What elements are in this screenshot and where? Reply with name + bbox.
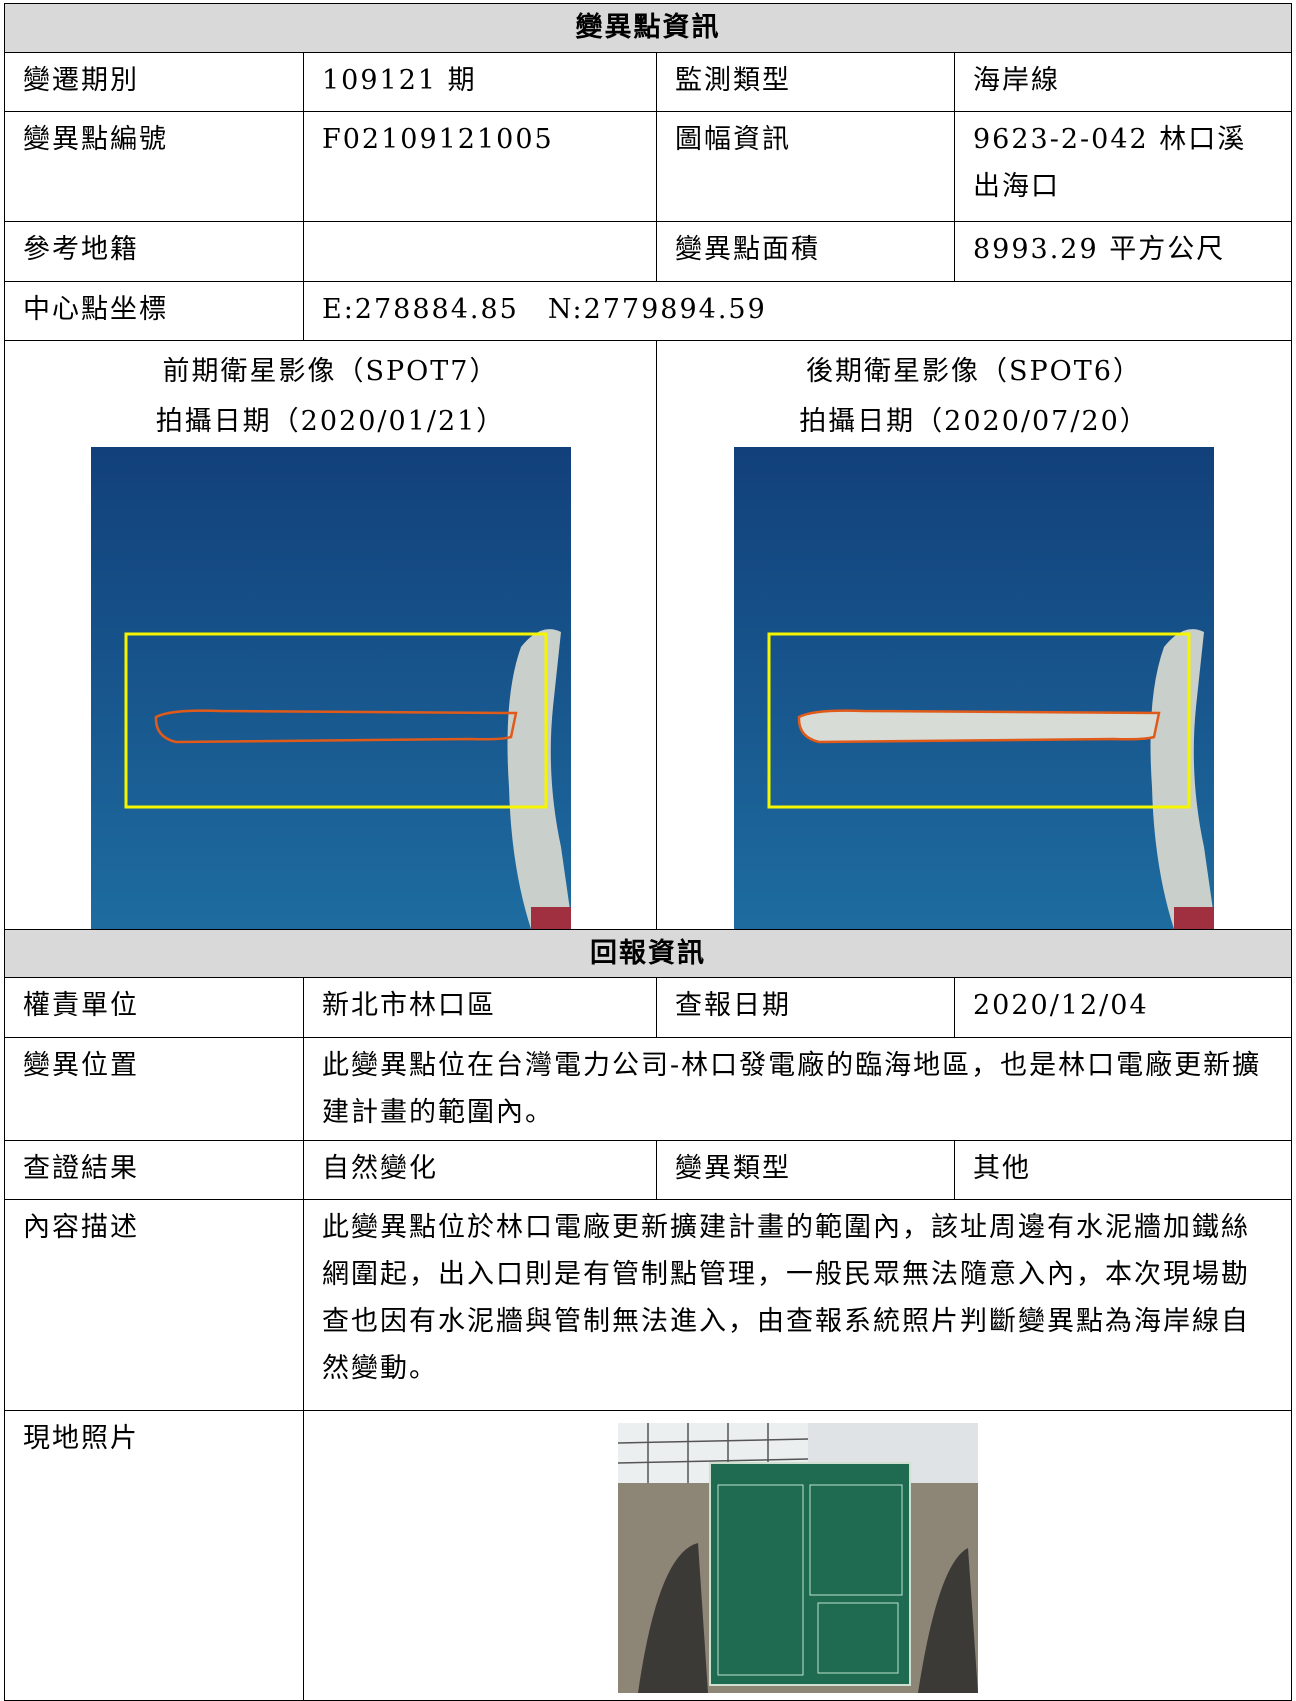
label: 查報日期	[656, 977, 955, 1038]
image-date: 拍攝日期（2020/01/21）	[155, 406, 506, 437]
label: 變異位置	[4, 1037, 304, 1141]
label: 參考地籍	[4, 221, 304, 282]
value: 海岸線	[954, 52, 1292, 112]
value: 自然變化	[303, 1140, 657, 1200]
label: 變異點編號	[4, 111, 304, 222]
value: 8993.29 平方公尺	[954, 221, 1292, 282]
report-table: 變異點資訊 變遷期別 109121 期 監測類型 海岸線 變異點編號 F0210…	[4, 3, 1292, 1701]
label: 權責單位	[4, 977, 304, 1038]
value: 此變異點位在台灣電力公司-林口發電廠的臨海地區，也是林口電廠更新擴建計畫的範圍內…	[303, 1037, 1292, 1141]
value: 新北市林口區	[303, 977, 657, 1038]
label: 監測類型	[656, 52, 955, 112]
value	[303, 221, 657, 282]
section-title: 變異點資訊	[4, 3, 1292, 53]
label: 內容描述	[4, 1199, 304, 1411]
value: 109121 期	[303, 52, 657, 112]
satellite-before	[90, 447, 571, 929]
value: 此變異點位於林口電廠更新擴建計畫的範圍內，該址周邊有水泥牆加鐵絲網圍起，出入口則…	[303, 1199, 1292, 1411]
site-photo	[617, 1423, 978, 1693]
label: 現地照片	[4, 1410, 304, 1701]
image-caption: 前期衛星影像（SPOT7）	[162, 356, 499, 387]
image-cell: 後期衛星影像（SPOT6） 拍攝日期（2020/07/20）	[656, 340, 1292, 930]
label: 中心點坐標	[4, 281, 304, 341]
value: E:278884.85 N:2779894.59	[303, 281, 1292, 341]
value: 2020/12/04	[954, 977, 1292, 1038]
label: 查證結果	[4, 1140, 304, 1200]
label: 變異類型	[656, 1140, 955, 1200]
value: 9623-2-042 林口溪出海口	[954, 111, 1292, 222]
label: 圖幅資訊	[656, 111, 955, 222]
section-title: 回報資訊	[4, 929, 1292, 978]
image-date: 拍攝日期（2020/07/20）	[799, 406, 1149, 437]
image-cell: 前期衛星影像（SPOT7） 拍攝日期（2020/01/21）	[4, 340, 657, 930]
image-caption: 後期衛星影像（SPOT6）	[806, 356, 1142, 387]
photo-cell	[303, 1410, 1292, 1701]
label: 變遷期別	[4, 52, 304, 112]
value: 其他	[954, 1140, 1292, 1200]
satellite-after	[734, 447, 1214, 929]
label: 變異點面積	[656, 221, 955, 282]
value: F02109121005	[303, 111, 657, 222]
